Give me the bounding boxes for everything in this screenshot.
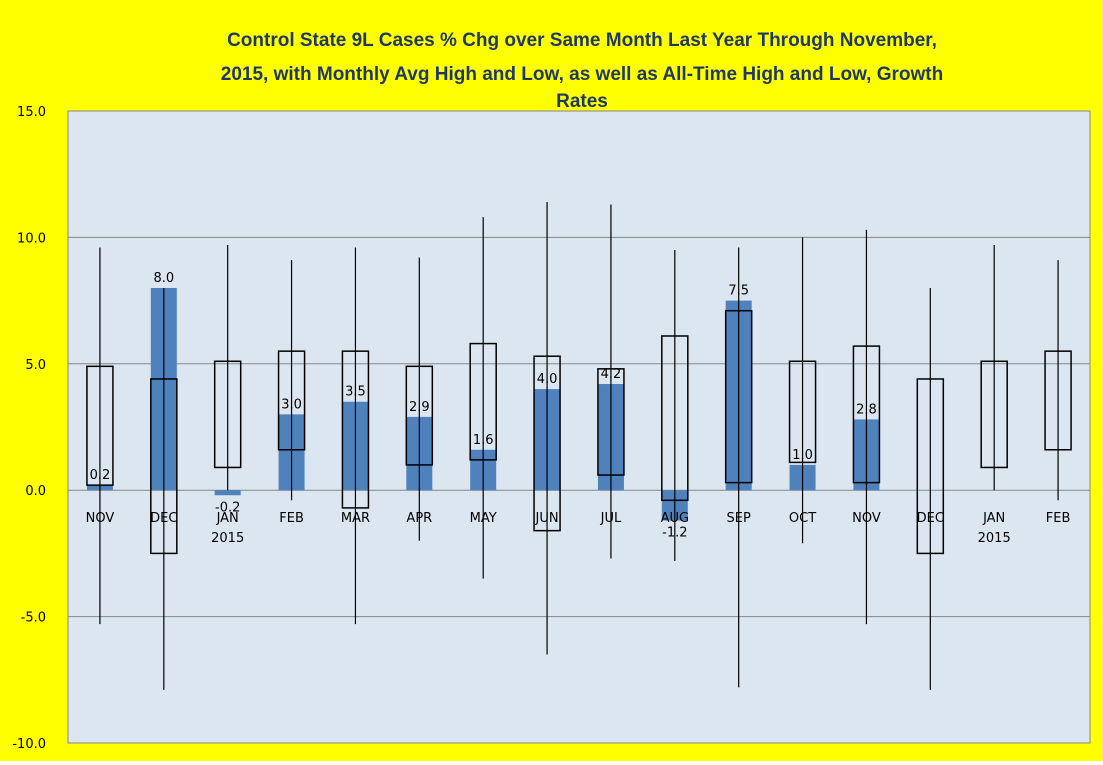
bar: [215, 490, 241, 495]
x-tick-label: MAY: [470, 511, 497, 526]
x-tick-label: FEB: [1046, 511, 1071, 526]
x-tick-label: JUL: [600, 511, 622, 526]
x-tick-sublabel: 2015: [211, 531, 244, 546]
data-label: 3.0: [281, 397, 302, 412]
x-tick-sublabel: 2015: [978, 531, 1011, 546]
data-label: 3.5: [345, 385, 366, 400]
y-tick-label: 5.0: [25, 358, 46, 373]
data-label: 2.9: [409, 400, 430, 415]
x-tick-label: JAN: [982, 511, 1005, 526]
chart-title-line-2: 2015, with Monthly Avg High and Low, as …: [221, 64, 943, 85]
x-tick-label: OCT: [789, 511, 816, 526]
x-tick-label: FEB: [279, 511, 304, 526]
x-tick-label: DEC: [150, 511, 177, 526]
x-tick-label: NOV: [86, 511, 115, 526]
plot-area: [68, 111, 1090, 743]
chart-title-line-3: Rates: [556, 91, 608, 112]
y-tick-label: 0.0: [25, 484, 46, 499]
y-tick-label: 10.0: [17, 231, 46, 246]
data-label: 1.6: [473, 433, 494, 448]
y-tick-label: -5.0: [21, 611, 46, 626]
data-label: 4.2: [601, 367, 622, 382]
data-label: 0.2: [90, 468, 111, 483]
data-label: -0.2: [215, 500, 240, 515]
data-label: 4.0: [537, 372, 558, 387]
data-label: 8.0: [153, 271, 174, 286]
data-label: 1.0: [792, 448, 813, 463]
x-tick-label: JUN: [535, 511, 559, 526]
data-label: 2.8: [856, 402, 877, 417]
y-tick-label: -10.0: [12, 737, 46, 752]
x-tick-label: SEP: [727, 511, 751, 526]
x-tick-label: MAR: [341, 511, 370, 526]
y-tick-label: 15.0: [17, 105, 46, 120]
x-tick-label: NOV: [852, 511, 881, 526]
chart-title-line-1: Control State 9L Cases % Chg over Same M…: [227, 30, 937, 51]
x-tick-label: APR: [406, 511, 432, 526]
data-label: 7.5: [728, 284, 749, 299]
x-tick-label: DEC: [917, 511, 944, 526]
x-tick-label: AUG: [661, 511, 689, 526]
data-label: -1.2: [662, 526, 687, 541]
